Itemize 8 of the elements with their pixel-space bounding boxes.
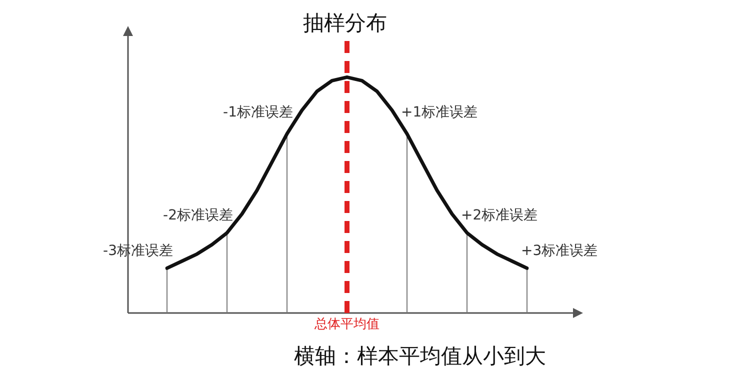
annotation: +1标准误差 [401,104,478,120]
x-axis-title: 横轴：样本平均值从小到大 [294,344,546,368]
text: 总体平均值 [314,316,380,332]
annotation: -1标准误差 [223,104,293,120]
annotation: +3标准误差 [521,242,598,259]
annotation: -2标准误差 [163,207,233,224]
chart-title: 抽样分布 [303,10,387,35]
annotation: +2标准误差 [461,207,538,224]
